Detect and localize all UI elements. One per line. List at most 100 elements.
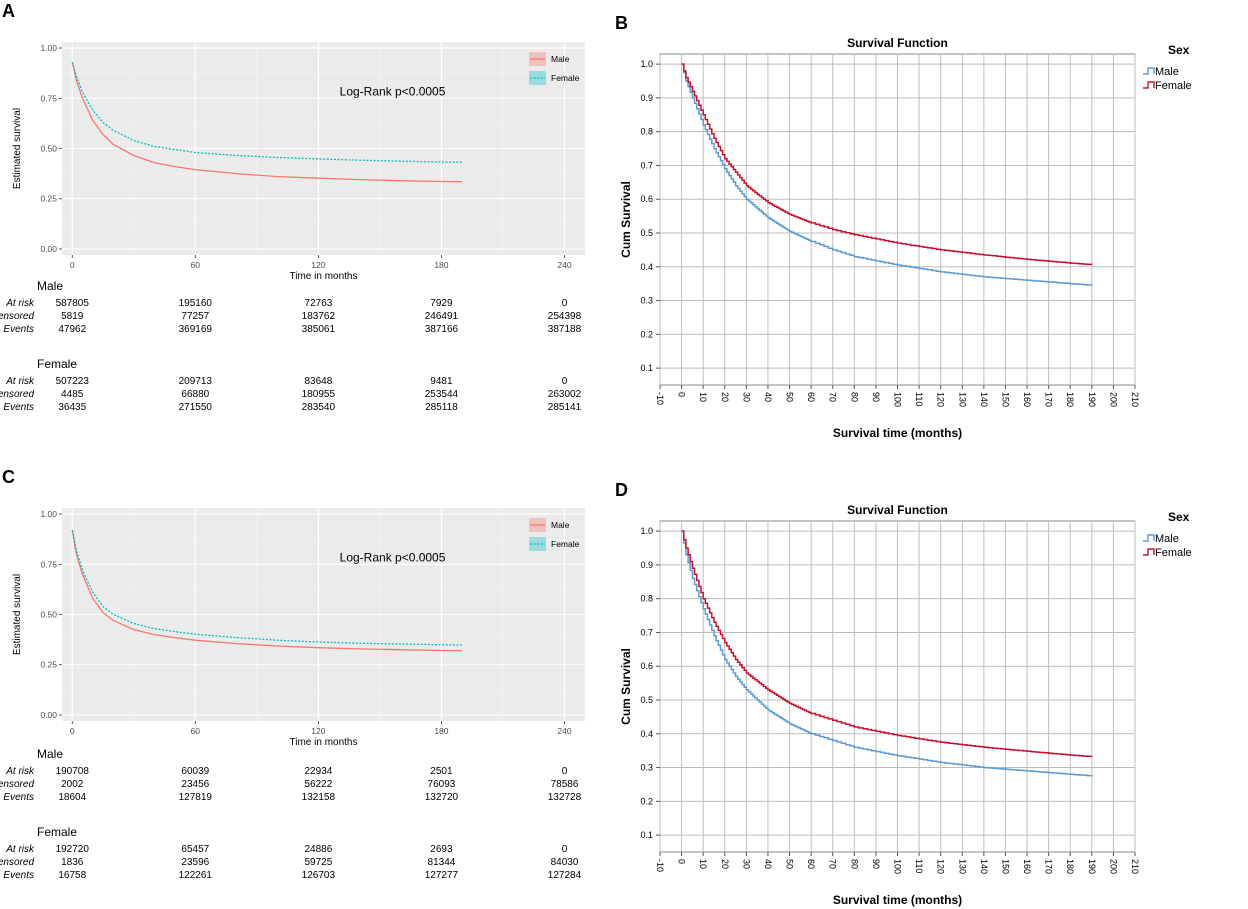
risk-row-label: Events: [3, 402, 34, 413]
x-tick-label: 30: [741, 859, 751, 869]
risk-table-cell: 195160: [179, 298, 213, 309]
risk-table-cell: 84030: [551, 857, 579, 868]
x-tick-label: 180: [1065, 392, 1075, 407]
risk-group-title: Male: [37, 279, 63, 293]
risk-table-cell: 24886: [304, 844, 332, 855]
risk-table-cell: 587805: [56, 298, 90, 309]
panel-label: C: [2, 467, 15, 487]
y-tick-label: 1.00: [40, 43, 57, 53]
y-tick-label: 0.3: [640, 763, 653, 773]
x-tick-label: 180: [434, 260, 448, 270]
x-tick-label: 100: [893, 859, 903, 874]
series-line-male: [71, 61, 462, 183]
legend-label-female: Female: [551, 539, 580, 549]
risk-group-title: Female: [37, 357, 77, 371]
y-tick-label: 0.2: [640, 329, 653, 339]
risk-table-cell: 9481: [430, 376, 453, 387]
risk-table-cell: 190708: [56, 766, 90, 777]
risk-table-cell: 81344: [428, 857, 456, 868]
x-axis-title: Time in months: [290, 737, 358, 748]
y-tick-label: 0.1: [640, 830, 653, 840]
risk-table-cell: 0: [562, 844, 568, 855]
x-tick-label: 120: [311, 726, 325, 736]
risk-row-label: Censored: [0, 389, 34, 400]
risk-table-cell: 2693: [430, 844, 453, 855]
x-tick-label: 0: [70, 726, 75, 736]
risk-table-cell: 47962: [58, 324, 86, 335]
risk-table-cell: 183762: [302, 311, 336, 322]
x-tick-label: 170: [1044, 392, 1054, 407]
y-tick-label: 0.8: [640, 127, 653, 137]
legend-key-male: [1143, 67, 1155, 75]
series-line-female: [71, 529, 462, 646]
x-tick-label: 110: [914, 859, 924, 873]
x-tick-label: 240: [557, 260, 571, 270]
legend-key-female: [1143, 81, 1155, 89]
risk-row-label: At risk: [5, 844, 35, 855]
x-tick-label: 140: [979, 392, 989, 407]
x-tick-label: 160: [1022, 392, 1032, 407]
risk-table-cell: 253544: [425, 389, 459, 400]
risk-table-cell: 0: [562, 298, 568, 309]
x-tick-label: 180: [434, 726, 448, 736]
legend-label-male: Male: [551, 520, 570, 530]
risk-table-cell: 507223: [56, 376, 90, 387]
survival-step-female: [681, 530, 1093, 758]
risk-row-label: Censored: [0, 311, 34, 322]
risk-table-cell: 246491: [425, 311, 459, 322]
x-tick-label: 210: [1130, 859, 1140, 874]
risk-table-cell: 59725: [304, 857, 332, 868]
risk-row-label: At risk: [5, 376, 35, 387]
risk-table-cell: 283540: [302, 402, 336, 413]
log-rank-annotation: Log-Rank p<0.0005: [340, 550, 446, 564]
risk-table-cell: 23596: [181, 857, 209, 868]
y-axis-title: Cum Survival: [619, 181, 633, 258]
y-tick-label: 0.6: [640, 661, 653, 671]
x-tick-label: 210: [1130, 392, 1140, 407]
risk-table-cell: 385061: [302, 324, 336, 335]
log-rank-annotation: Log-Rank p<0.0005: [340, 84, 446, 98]
x-tick-label: 130: [957, 392, 967, 407]
risk-table-cell: 4485: [61, 389, 84, 400]
x-tick-label: 20: [720, 392, 730, 402]
risk-row-label: At risk: [5, 766, 35, 777]
y-tick-label: 0.00: [40, 710, 57, 720]
risk-table-cell: 7929: [430, 298, 453, 309]
panel-d: D Survival Function -10 0 10 20 30 40 50 60 70 80 90…: [615, 480, 1192, 907]
panel-b: B Survival Function -10 0 10 20 30 40 50 60 70 80 90…: [615, 13, 1192, 440]
risk-table-cell: 2501: [430, 766, 453, 777]
x-tick-label: -10: [655, 859, 665, 872]
risk-table-cell: 77257: [181, 311, 209, 322]
y-tick-label: 0.5: [640, 228, 653, 238]
y-tick-label: 1.00: [40, 509, 57, 519]
x-tick-label: 90: [871, 859, 881, 869]
x-tick-label: -10: [655, 392, 665, 405]
risk-group-title: Male: [37, 747, 63, 761]
risk-table-cell: 192720: [56, 844, 90, 855]
legend-label-male: Male: [551, 54, 570, 64]
legend-label-male: Male: [1155, 533, 1179, 545]
x-tick-label: 150: [1000, 392, 1010, 407]
risk-table-cell: 127277: [425, 870, 459, 881]
x-tick-label: 0: [677, 859, 687, 864]
y-tick-label: 0.7: [640, 160, 653, 170]
x-tick-label: 80: [849, 859, 859, 869]
risk-table-cell: 387166: [425, 324, 459, 335]
risk-table-cell: 2002: [61, 779, 84, 790]
series-line-male: [71, 529, 462, 652]
risk-table-cell: 72763: [304, 298, 332, 309]
risk-table-cell: 180955: [302, 389, 336, 400]
x-tick-label: 60: [806, 859, 816, 869]
panel-label: B: [615, 13, 628, 33]
x-tick-label: 0: [70, 260, 75, 270]
risk-table-cell: 36435: [58, 402, 86, 413]
risk-row-label: Events: [3, 792, 34, 803]
y-tick-label: 0.2: [640, 796, 653, 806]
risk-table-cell: 65457: [181, 844, 209, 855]
x-tick-label: 120: [936, 859, 946, 874]
x-tick-label: 150: [1000, 859, 1010, 874]
x-tick-label: 180: [1065, 859, 1075, 874]
legend-label-male: Male: [1155, 66, 1179, 78]
risk-table-cell: 263002: [548, 389, 582, 400]
y-tick-label: 0.1: [640, 363, 653, 373]
